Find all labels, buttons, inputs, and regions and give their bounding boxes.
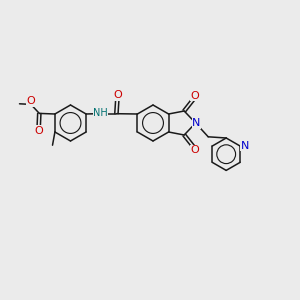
Text: O: O bbox=[190, 145, 199, 155]
Text: N: N bbox=[192, 118, 201, 128]
Text: O: O bbox=[113, 90, 122, 100]
Text: O: O bbox=[26, 96, 35, 106]
Text: N: N bbox=[241, 140, 249, 151]
Text: O: O bbox=[190, 91, 199, 101]
Text: NH: NH bbox=[93, 108, 108, 118]
Text: O: O bbox=[34, 126, 43, 136]
